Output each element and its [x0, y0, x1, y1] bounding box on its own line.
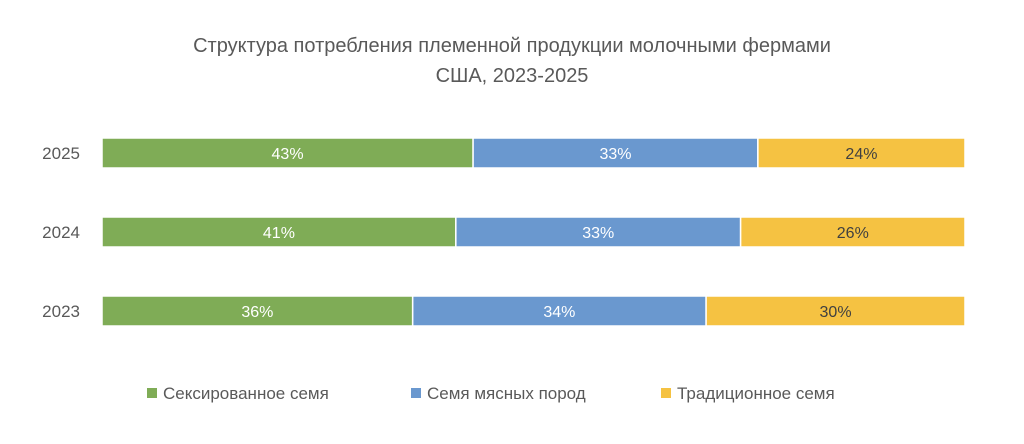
- legend-label: Семя мясных пород: [427, 384, 586, 403]
- data-label: 30%: [820, 304, 852, 321]
- data-label: 41%: [263, 225, 295, 242]
- legend-swatch: [661, 388, 671, 398]
- legend-swatch: [411, 388, 421, 398]
- bar-segment: [411, 295, 707, 327]
- chart-title-line-2: США, 2023-2025: [436, 65, 589, 87]
- chart-title-line-1: Структура потребления племенной продукци…: [193, 35, 831, 57]
- legend-label: Традиционное семя: [677, 384, 835, 403]
- data-label: 43%: [272, 146, 304, 163]
- y-tick-label: 2023: [42, 302, 80, 321]
- legend-label: Сексированное семя: [163, 384, 329, 403]
- legend-item: Традиционное семя: [661, 384, 835, 403]
- data-label: 34%: [543, 304, 575, 321]
- legend: Сексированное семя Семя мясных пород Тради…: [147, 384, 835, 403]
- bar-segment: [739, 216, 966, 248]
- bar-segment: [101, 295, 414, 327]
- y-tick-label: 2024: [42, 223, 80, 242]
- y-tick-label: 2025: [42, 144, 80, 163]
- plot-area: 2025 43% 33% 24% 2024 41% 33% 26% 2023 36% 34% 30%: [42, 137, 966, 327]
- data-label: 26%: [837, 225, 869, 242]
- bar-segment: [705, 295, 966, 327]
- legend-item: Семя мясных пород: [411, 384, 586, 403]
- legend-swatch: [147, 388, 157, 398]
- legend-item: Сексированное семя: [147, 384, 329, 403]
- bar-segment: [101, 137, 474, 169]
- data-label: 36%: [241, 304, 273, 321]
- data-label: 33%: [582, 225, 614, 242]
- bar-segment: [472, 137, 759, 169]
- bar-segment: [757, 137, 966, 169]
- data-label: 24%: [845, 146, 877, 163]
- data-label: 33%: [599, 146, 631, 163]
- bar-segment: [455, 216, 742, 248]
